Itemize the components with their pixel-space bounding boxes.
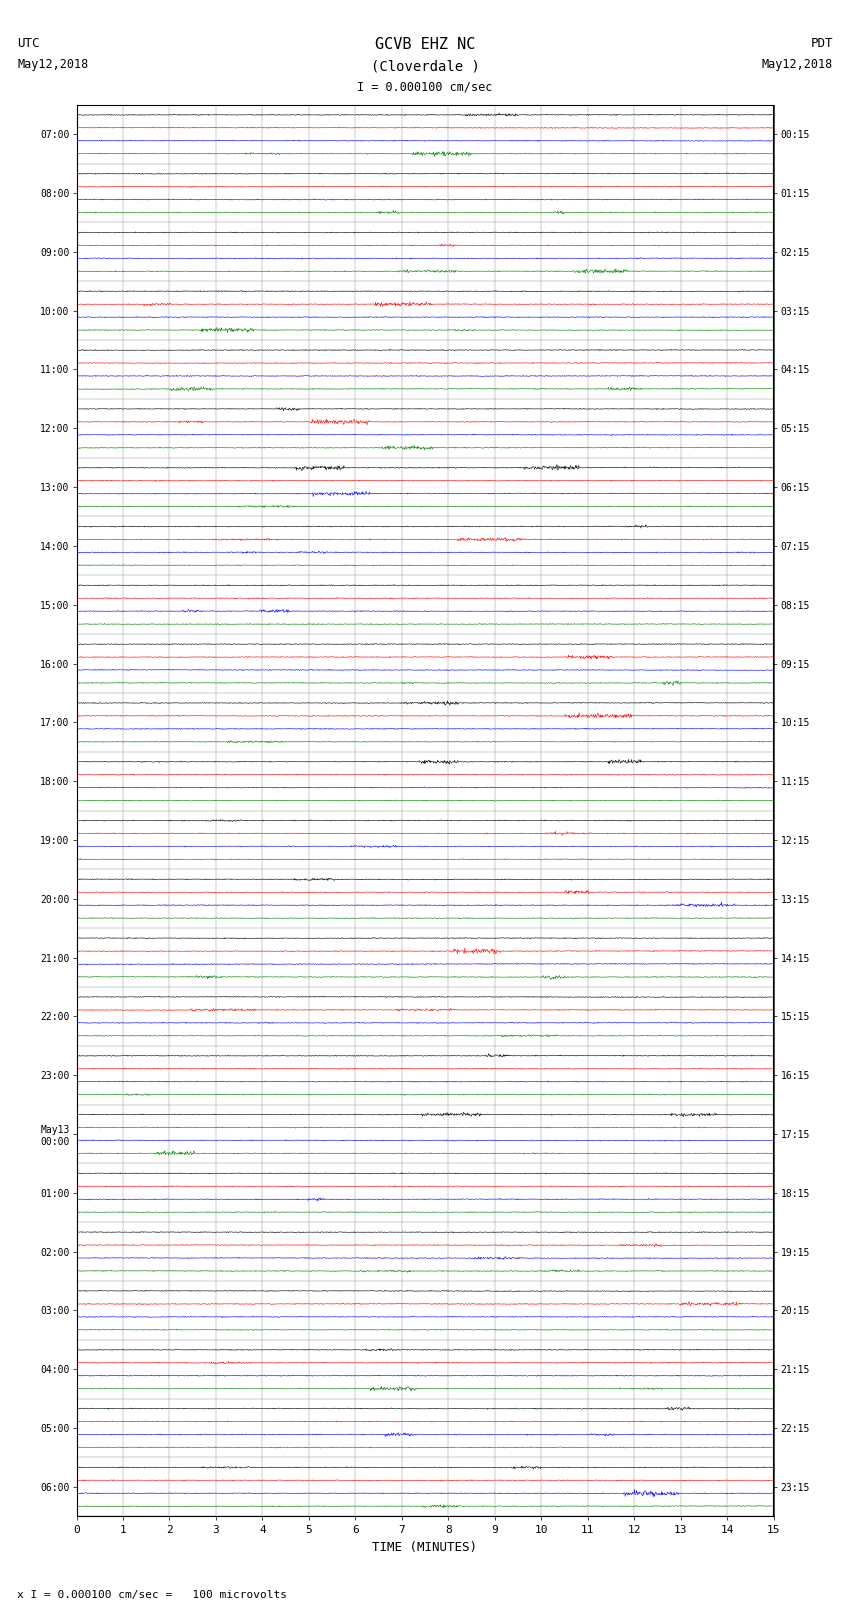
Text: GCVB EHZ NC: GCVB EHZ NC bbox=[375, 37, 475, 52]
X-axis label: TIME (MINUTES): TIME (MINUTES) bbox=[372, 1540, 478, 1553]
Text: May12,2018: May12,2018 bbox=[762, 58, 833, 71]
Text: UTC: UTC bbox=[17, 37, 39, 50]
Text: (Cloverdale ): (Cloverdale ) bbox=[371, 60, 479, 74]
Text: PDT: PDT bbox=[811, 37, 833, 50]
Text: x I = 0.000100 cm/sec =   100 microvolts: x I = 0.000100 cm/sec = 100 microvolts bbox=[17, 1590, 287, 1600]
Text: May12,2018: May12,2018 bbox=[17, 58, 88, 71]
Text: I = 0.000100 cm/sec: I = 0.000100 cm/sec bbox=[357, 81, 493, 94]
